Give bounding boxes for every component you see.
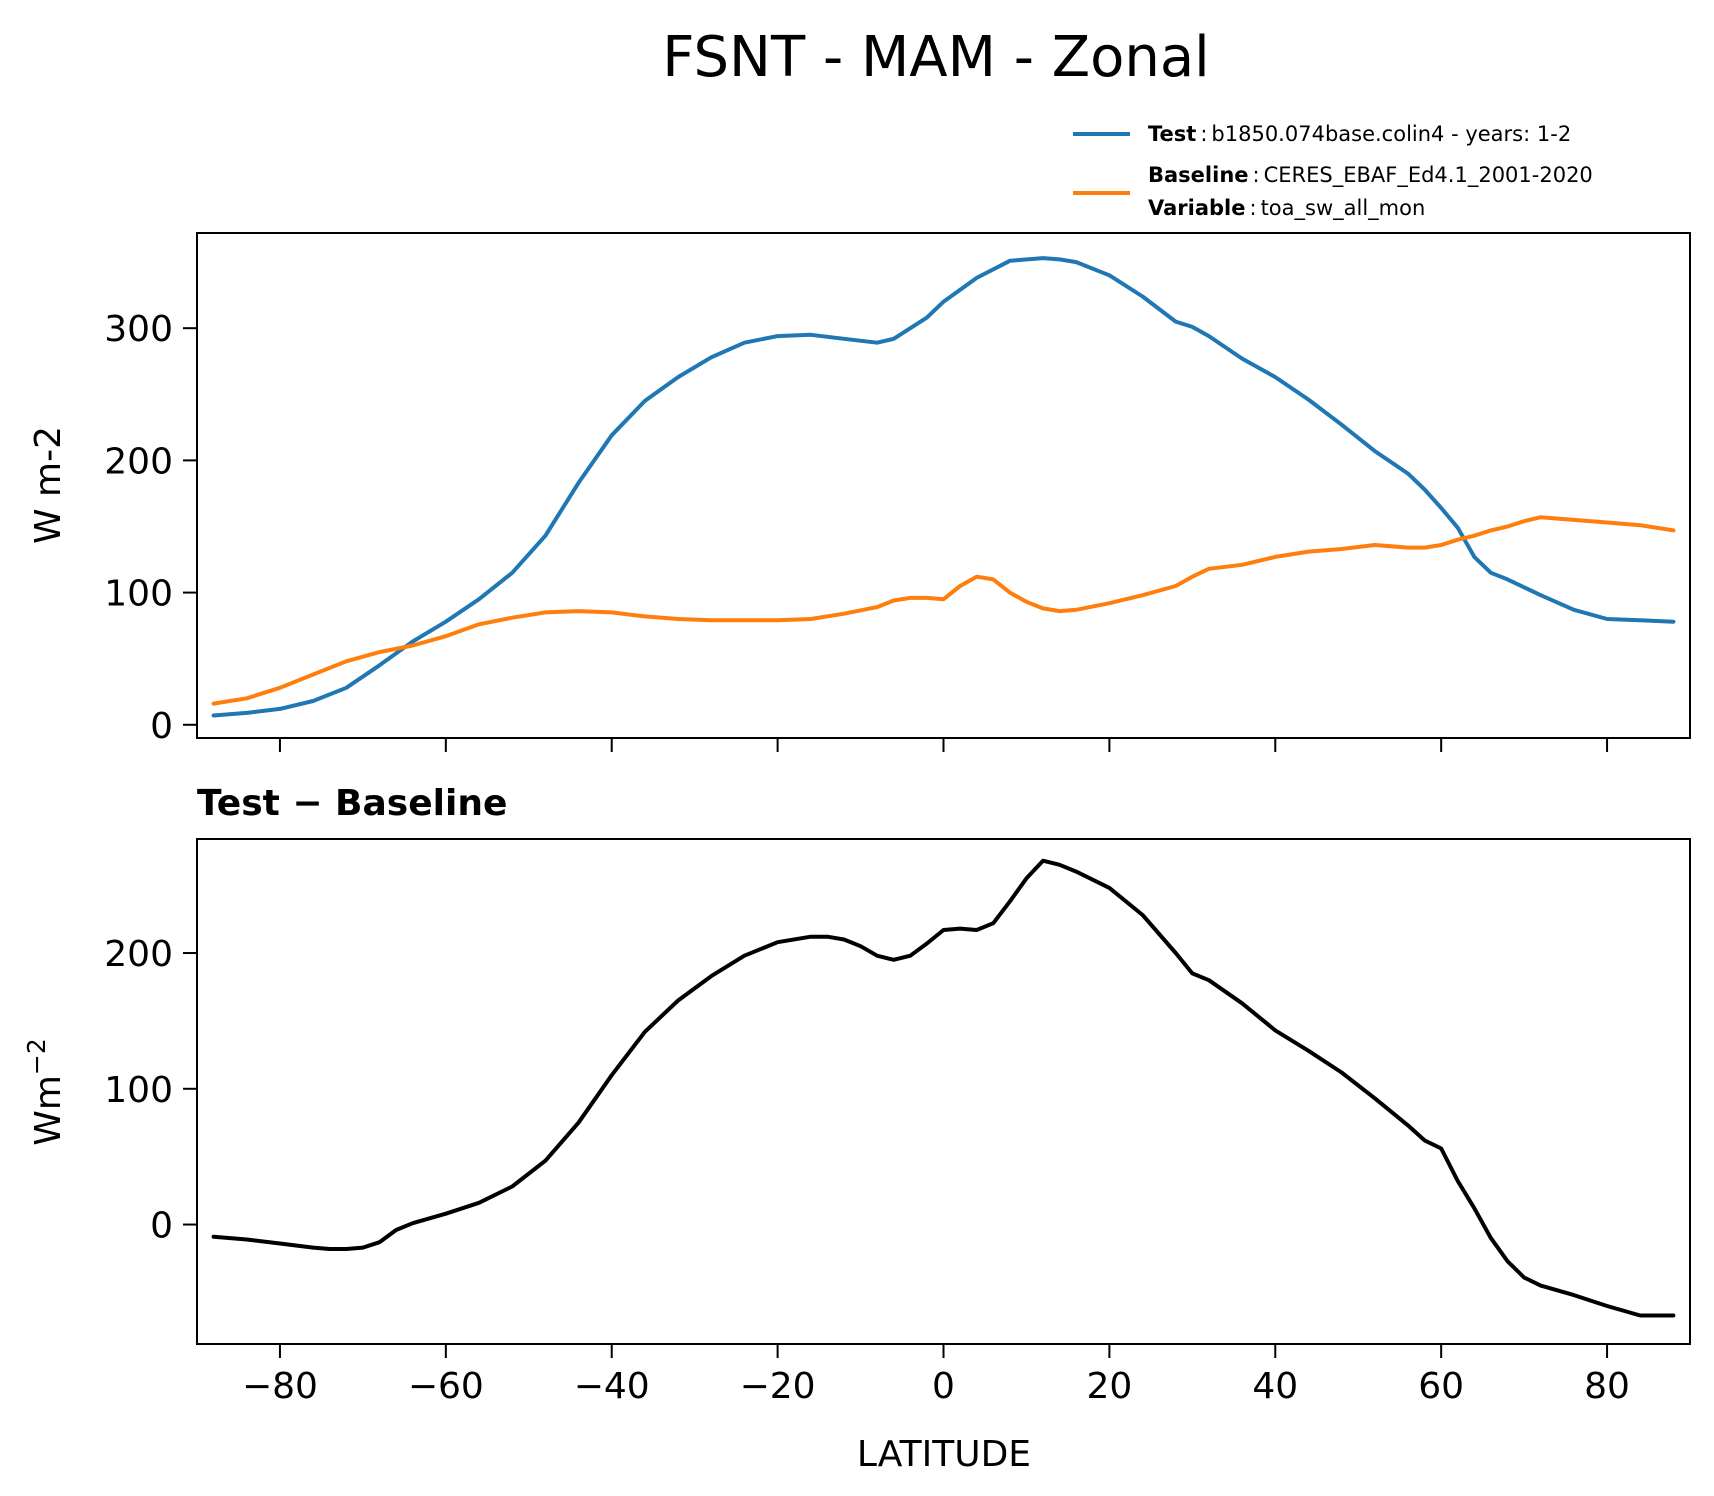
top-panel: W m-2 0 100 200 300 [28,232,1691,752]
legend-variable-key: Variable [1148,196,1245,220]
top-ytick-label: 100 [104,574,173,615]
bottom-panel-series [211,858,1676,1318]
bottom-panel-frame [196,838,1691,1345]
bottom-xtick-label: −20 [740,1366,816,1407]
legend-test-entry: Test: b1850.074base.colin4 - years: 1-2 [1148,122,1571,146]
bottom-xtick-label: 0 [932,1366,955,1407]
bottom-ytick-label: 200 [104,934,173,975]
legend-baseline-separator: : [1253,163,1260,187]
bottom-panel-ylabel: Wm−2 [22,1038,69,1146]
top-ytick-label: 300 [104,309,173,350]
top-ytick-label: 200 [104,441,173,482]
top-panel-series [211,256,1676,718]
bottom-series-difference-line [211,858,1676,1318]
bottom-ytick-label: 0 [150,1206,173,1247]
top-panel-ticks: 0 100 200 300 [104,309,1609,752]
top-panel-ylabel: W m-2 [28,426,69,544]
legend-variable-entry: Variable: toa_sw_all_mon [1148,196,1425,221]
top-series-test-line [211,256,1676,718]
legend-test-key: Test [1148,122,1196,146]
bottom-xtick-label: −40 [574,1366,650,1407]
top-panel-frame [196,232,1691,739]
legend-test-value: b1850.074base.colin4 - years: 1-2 [1211,122,1571,146]
bottom-panel-ylabel-exponent: −2 [22,1038,51,1075]
legend-variable-value: toa_sw_all_mon [1261,196,1426,221]
legend-test-separator: : [1200,122,1207,146]
bottom-xtick-label: 40 [1252,1366,1298,1407]
legend-variable-separator: : [1249,196,1256,220]
bottom-panel-ticks: −80 −60 −40 −20 0 20 40 60 80 0 100 200 [104,934,1630,1407]
top-series-baseline-line [211,515,1676,706]
legend: Test: b1850.074base.colin4 - years: 1-2 B… [1073,122,1593,221]
bottom-xtick-label: 60 [1418,1366,1464,1407]
bottom-panel-ylabel-base: Wm [28,1075,69,1146]
bottom-ytick-label: 100 [104,1070,173,1111]
legend-baseline-key: Baseline [1148,163,1249,187]
bottom-xtick-label: −80 [242,1366,318,1407]
legend-baseline-value: CERES_EBAF_Ed4.1_2001-2020 [1264,163,1593,188]
bottom-panel-title: Test − Baseline [197,783,507,824]
legend-baseline-entry: Baseline: CERES_EBAF_Ed4.1_2001-2020 [1148,163,1593,188]
top-ytick-label: 0 [150,706,173,747]
bottom-xtick-label: 80 [1584,1366,1630,1407]
bottom-panel: Test − Baseline Wm−2 LATITUDE −80 −60 −40−… [22,783,1691,1475]
bottom-xtick-label: −60 [408,1366,484,1407]
bottom-xtick-label: 20 [1086,1366,1132,1407]
bottom-panel-xlabel: LATITUDE [857,1434,1031,1475]
figure-title: FSNT - MAM - Zonal [662,25,1209,90]
